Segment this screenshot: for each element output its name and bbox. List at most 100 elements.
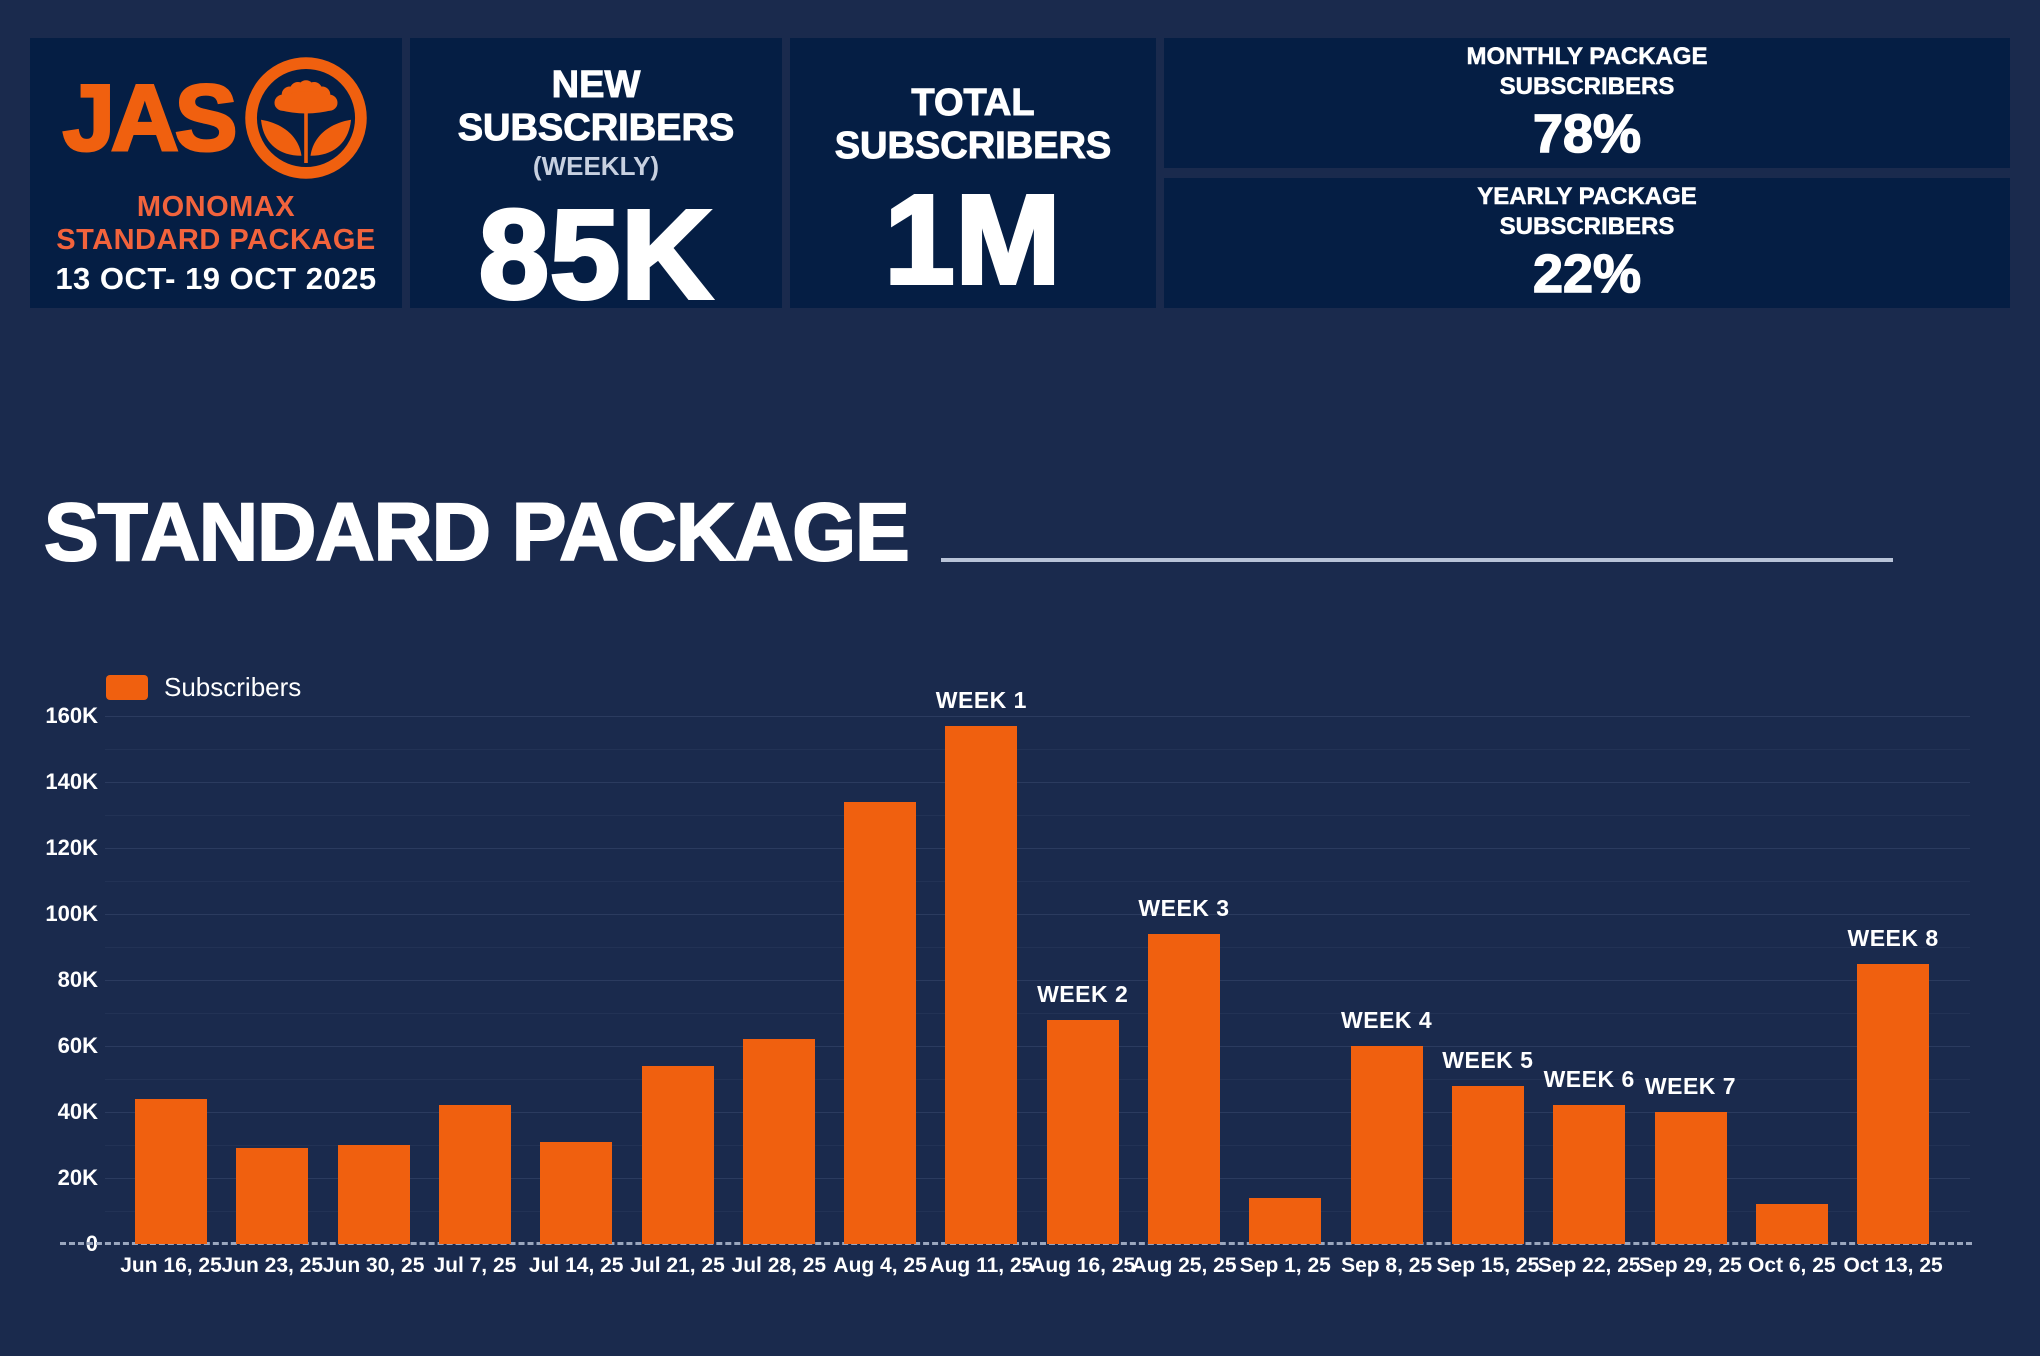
x-axis-tick: Jun 30, 25 — [322, 1254, 425, 1277]
bar-Oct 13, 25 — [1857, 963, 1930, 1244]
y-axis-tick: 160K — [45, 703, 98, 728]
kpi-yearly-title-line2: SUBSCRIBERS — [1499, 212, 1675, 241]
chart-legend: Subscribers — [106, 672, 301, 703]
kpi-new-title-line1: NEW — [551, 64, 641, 107]
y-axis-tick: 60K — [57, 1033, 98, 1058]
y-axis-tick: 100K — [45, 901, 98, 926]
x-axis-tick: Sep 1, 25 — [1239, 1254, 1331, 1277]
brand-logo: JAS — [61, 55, 370, 181]
brand-logo-text: JAS — [61, 65, 239, 171]
legend-swatch — [106, 675, 148, 700]
gridline — [105, 1145, 1970, 1146]
x-axis-tick: Oct 13, 25 — [1843, 1254, 1943, 1277]
gridline — [105, 914, 1970, 915]
x-axis-tick: Aug 16, 25 — [1030, 1254, 1136, 1277]
y-axis-tick: 80K — [57, 967, 98, 992]
kpi-monthly-title-line2: SUBSCRIBERS — [1499, 72, 1675, 101]
x-axis-tick: Jun 16, 25 — [120, 1254, 222, 1277]
gridline — [105, 848, 1970, 849]
gridline — [105, 881, 1970, 882]
bar-annotation: WEEK 5 — [1442, 1046, 1534, 1073]
kpi-yearly-package: YEARLY PACKAGE SUBSCRIBERS 22% — [1164, 178, 2010, 308]
x-axis-tick: Aug 11, 25 — [929, 1254, 1034, 1277]
kpi-new-subtitle: (WEEKLY) — [532, 151, 660, 182]
x-axis-tick: Aug 4, 25 — [833, 1254, 927, 1277]
bar-chart-plot: 160K 140K 120K 100K 80K 60K 40K 20K 0 Jun 16, 25 J… — [45, 687, 1972, 1277]
y-axis-tick: 140K — [45, 769, 98, 794]
y-axis-tick: 20K — [57, 1165, 98, 1190]
bar-Sep 29, 25 — [1654, 1112, 1727, 1244]
bar-Sep 22, 25 — [1553, 1105, 1626, 1244]
bar-Jul 21, 25 — [641, 1065, 714, 1244]
gridline — [105, 749, 1970, 750]
x-axis-tick: Oct 6, 25 — [1748, 1254, 1836, 1277]
bar-Jun 16, 25 — [135, 1098, 207, 1244]
x-axis-tick: Jul 21, 25 — [630, 1254, 725, 1277]
gridline — [105, 980, 1970, 981]
gridline — [105, 815, 1970, 816]
x-axis-tick: Sep 15, 25 — [1436, 1254, 1540, 1277]
bar-annotation: WEEK 1 — [935, 686, 1027, 713]
gridline — [105, 1046, 1970, 1047]
page-title: STANDARD PACKAGE — [43, 487, 911, 578]
flower-icon — [245, 57, 368, 179]
kpi-new-subscribers: NEW SUBSCRIBERS (WEEKLY) 85K — [410, 38, 782, 320]
kpi-yearly-value: 22% — [1532, 243, 1642, 304]
y-axis-tick: 120K — [45, 835, 98, 860]
brand-date-range: 13 OCT- 19 OCT 2025 — [55, 260, 377, 296]
bar-Jun 30, 25 — [337, 1145, 410, 1244]
kpi-yearly-title-line1: YEARLY PACKAGE — [1477, 182, 1697, 211]
gridline — [105, 782, 1970, 783]
bar-annotation: WEEK 3 — [1138, 894, 1230, 921]
bar-Sep 8, 25 — [1350, 1046, 1423, 1244]
brand-line2: STANDARD PACKAGE — [56, 223, 376, 256]
title-rule — [941, 558, 1893, 562]
x-axis-tick: Jul 7, 25 — [433, 1254, 517, 1277]
bar-Sep 15, 25 — [1451, 1085, 1524, 1244]
x-axis-tick: Sep 29, 25 — [1639, 1254, 1742, 1277]
bar-Oct 6, 25 — [1755, 1204, 1828, 1244]
kpi-monthly-title-line1: MONTHLY PACKAGE — [1466, 42, 1708, 71]
bar-Jul 14, 25 — [540, 1141, 613, 1244]
x-axis-tick: Jul 14, 25 — [528, 1254, 624, 1277]
gridline — [105, 1079, 1970, 1080]
x-axis-tick: Sep 22, 25 — [1537, 1254, 1641, 1277]
bar-Aug 4, 25 — [844, 801, 917, 1244]
gridline — [105, 1013, 1970, 1014]
x-axis-tick: Aug 25, 25 — [1131, 1254, 1237, 1277]
package-kpi-column: MONTHLY PACKAGE SUBSCRIBERS 78% YEARLY P… — [1164, 38, 2010, 308]
bar-annotation: WEEK 7 — [1644, 1073, 1737, 1099]
gridline — [105, 1112, 1970, 1113]
brand-card: JAS MONOMAX — [30, 38, 402, 308]
bar-annotation: WEEK 6 — [1543, 1066, 1635, 1093]
kpi-new-title-line2: SUBSCRIBERS — [457, 106, 735, 149]
bar-Aug 16, 25 — [1046, 1019, 1119, 1244]
gridline — [105, 1211, 1970, 1212]
bar-Jun 23, 25 — [236, 1148, 309, 1244]
header-cards: JAS MONOMAX — [30, 38, 2010, 320]
brand-line1: MONOMAX — [136, 191, 296, 224]
bar-Aug 11, 25 — [945, 725, 1018, 1244]
kpi-monthly-value: 78% — [1532, 103, 1642, 164]
legend-label: Subscribers — [164, 672, 302, 702]
kpi-monthly-package: MONTHLY PACKAGE SUBSCRIBERS 78% — [1164, 38, 2010, 168]
gridline — [105, 1178, 1970, 1179]
x-axis-tick: Jul 28, 25 — [731, 1254, 827, 1277]
gridline — [105, 947, 1970, 948]
kpi-new-value: 85K — [477, 184, 714, 326]
bar-Jul 28, 25 — [742, 1039, 815, 1244]
x-axis-tick: Jun 23, 25 — [221, 1254, 324, 1277]
bar-Aug 25, 25 — [1148, 933, 1220, 1244]
kpi-total-title-line2: SUBSCRIBERS — [834, 124, 1112, 167]
kpi-total-subscribers: TOTAL SUBSCRIBERS 1M — [790, 38, 1156, 308]
kpi-total-title-line1: TOTAL — [911, 82, 1035, 125]
bar-Jul 7, 25 — [438, 1105, 511, 1244]
bar-annotation: WEEK 2 — [1037, 980, 1129, 1007]
bar-Sep 1, 25 — [1249, 1197, 1322, 1244]
bar-annotation: WEEK 4 — [1341, 1007, 1433, 1033]
bar-annotation: WEEK 8 — [1847, 924, 1939, 951]
kpi-total-value: 1M — [882, 169, 1062, 311]
gridline — [105, 716, 1970, 717]
y-axis-tick: 40K — [57, 1099, 98, 1124]
x-axis-tick: Sep 8, 25 — [1341, 1254, 1433, 1277]
